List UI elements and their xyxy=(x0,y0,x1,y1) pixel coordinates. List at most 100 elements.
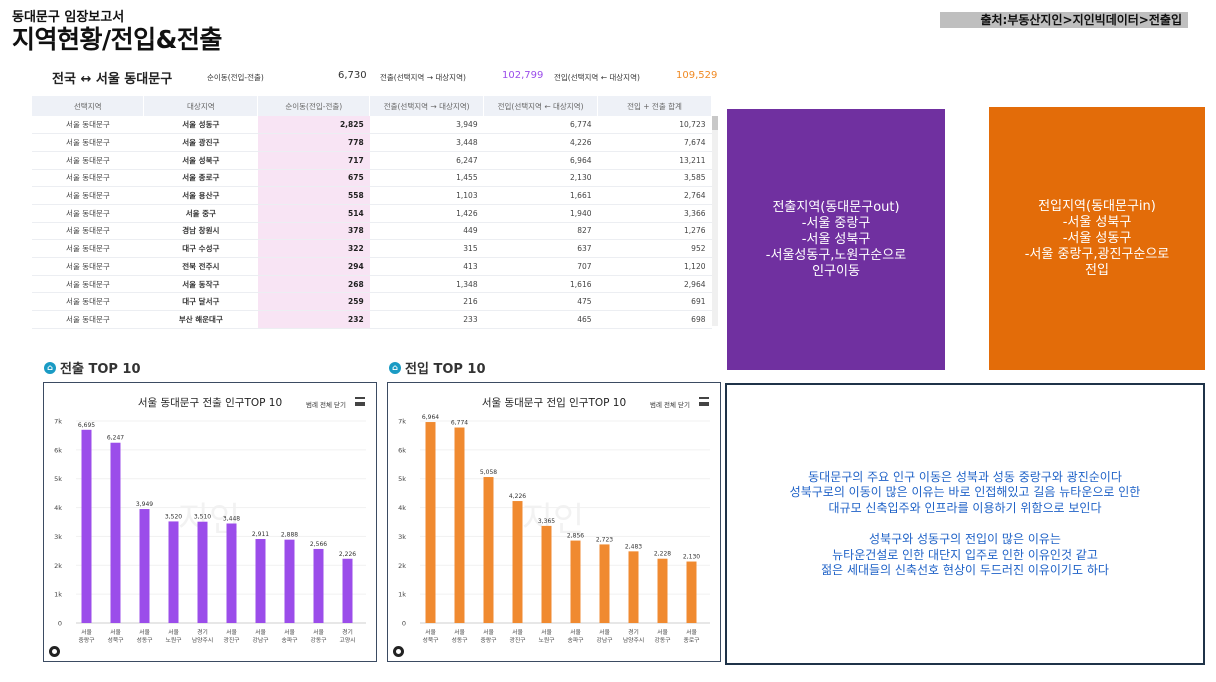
bar[interactable] xyxy=(686,561,697,623)
bar-value-label: 2,130 xyxy=(683,554,700,561)
table-row[interactable]: 서울 동대문구 전북 전주시 294 413 707 1,120 xyxy=(32,257,712,276)
cell-net: 268 xyxy=(257,275,370,294)
analysis-line: 동대문구의 주요 인구 이동은 성북과 성동 중랑구와 광진순이다 xyxy=(808,469,1122,484)
cell-target: 서울 성동구 xyxy=(143,116,258,135)
bar-value-label: 2,856 xyxy=(567,533,584,540)
bar[interactable] xyxy=(512,501,523,623)
table-scrollbar[interactable] xyxy=(712,116,718,326)
x-tick-label: 중랑구 xyxy=(481,637,498,644)
bar-value-label: 3,520 xyxy=(165,513,182,520)
table-row[interactable]: 서울 동대문구 서울 성북구 717 6,247 6,964 13,211 xyxy=(32,151,712,170)
bar[interactable] xyxy=(541,525,552,623)
bar[interactable] xyxy=(425,422,436,623)
y-tick-label: 2k xyxy=(54,562,62,570)
table-row[interactable]: 서울 동대문구 서울 동작구 268 1,348 1,616 2,964 xyxy=(32,275,712,294)
cell-origin: 서울 동대문구 xyxy=(32,310,144,329)
cell-target: 서울 종로구 xyxy=(143,169,258,188)
menu-icon[interactable] xyxy=(699,397,709,406)
col-target[interactable]: 대상지역 xyxy=(143,96,259,116)
bar[interactable] xyxy=(110,442,121,623)
bar[interactable] xyxy=(255,538,266,623)
cell-target: 서울 동작구 xyxy=(143,275,258,294)
outflow-line: -서울성동구,노원구순으로 xyxy=(765,247,907,263)
table-row[interactable]: 서울 동대문구 서울 성동구 2,825 3,949 6,774 10,723 xyxy=(32,116,712,135)
table-row[interactable]: 서울 동대문구 서울 광진구 778 3,448 4,226 7,674 xyxy=(32,133,712,152)
bar[interactable] xyxy=(284,539,295,623)
x-tick-label: 성북구 xyxy=(423,636,440,644)
bar[interactable] xyxy=(628,551,639,623)
cell-total: 3,366 xyxy=(597,204,712,223)
bar[interactable] xyxy=(570,540,581,623)
x-tick-label: 노원구 xyxy=(166,636,183,644)
cell-out: 1,426 xyxy=(369,204,484,223)
y-tick-label: 4k xyxy=(398,504,406,512)
table-row[interactable]: 서울 동대문구 서울 종로구 675 1,455 2,130 3,585 xyxy=(32,169,712,188)
bar[interactable] xyxy=(197,521,208,623)
cell-in: 465 xyxy=(483,310,598,329)
bar[interactable] xyxy=(657,558,668,623)
migration-table[interactable]: 선택지역 대상지역 순이동(전입-전출) 전출(선택지역 → 대상지역) 전입(… xyxy=(32,96,718,334)
cell-target: 서울 용산구 xyxy=(143,186,258,205)
x-tick-label: 서울 xyxy=(599,628,610,636)
inflow-line: -서울 중랑구,광진구순으로 xyxy=(1024,246,1170,262)
inflow-line: -서울 성북구 xyxy=(1062,214,1132,230)
analysis-line: 성북구로의 이동이 많은 이유는 바로 인접해있고 길음 뉴타운으로 인한 xyxy=(789,485,1141,499)
bar[interactable] xyxy=(81,429,92,623)
x-tick-label: 송파구 xyxy=(282,636,299,644)
col-out[interactable]: 전출(선택지역 → 대상지역) xyxy=(369,96,485,116)
cell-net: 294 xyxy=(257,257,370,276)
cell-net: 322 xyxy=(257,239,370,258)
cell-target: 부산 해운대구 xyxy=(143,310,258,329)
cell-out: 1,103 xyxy=(369,186,484,205)
cell-out: 449 xyxy=(369,222,484,241)
table-header-row: 선택지역 대상지역 순이동(전입-전출) 전출(선택지역 → 대상지역) 전입(… xyxy=(32,96,712,116)
scrollbar-thumb[interactable] xyxy=(712,116,718,130)
cell-target: 대구 달서구 xyxy=(143,292,258,312)
bar-value-label: 3,510 xyxy=(194,514,211,521)
bar[interactable] xyxy=(454,427,465,623)
col-total[interactable]: 전입 + 전출 합계 xyxy=(597,96,712,116)
bar[interactable] xyxy=(599,544,610,623)
menu-icon[interactable] xyxy=(355,397,365,406)
bar[interactable] xyxy=(168,521,179,623)
table-row[interactable]: 서울 동대문구 서울 용산구 558 1,103 1,661 2,764 xyxy=(32,186,712,205)
bar[interactable] xyxy=(139,509,150,623)
bar[interactable] xyxy=(226,523,237,623)
table-row[interactable]: 서울 동대문구 서울 중구 514 1,426 1,940 3,366 xyxy=(32,204,712,223)
bar[interactable] xyxy=(342,558,353,623)
inflow-line: -서울 성동구 xyxy=(1062,230,1132,246)
cell-origin: 서울 동대문구 xyxy=(32,275,144,294)
x-tick-label: 서울 xyxy=(454,628,465,636)
cell-origin: 서울 동대문구 xyxy=(32,169,144,188)
y-tick-label: 0 xyxy=(402,620,406,628)
col-origin[interactable]: 선택지역 xyxy=(32,96,145,116)
col-in[interactable]: 전입(선택지역 ← 대상지역) xyxy=(483,96,599,116)
cell-origin: 서울 동대문구 xyxy=(32,133,144,152)
legend-toggle-button[interactable]: 범례 전체 닫기 xyxy=(306,401,347,409)
bar-value-label: 6,695 xyxy=(78,422,95,429)
x-tick-label: 서울 xyxy=(139,628,150,636)
table-row[interactable]: 서울 동대문구 경남 창원시 378 449 827 1,276 xyxy=(32,222,712,241)
x-tick-label: 강남구 xyxy=(597,636,614,644)
inflow-chart: 서울 동대문구 전입 인구TOP 10 범례 전체 닫기 지인 0 1k 2k 3k 4k… xyxy=(387,382,721,662)
legend-toggle-button[interactable]: 범례 전체 닫기 xyxy=(650,401,691,409)
x-tick-label: 고양시 xyxy=(340,636,356,644)
table-row[interactable]: 서울 동대문구 대구 달서구 259 216 475 691 xyxy=(32,292,712,312)
table-row[interactable]: 서울 동대문구 부산 해운대구 232 233 465 698 xyxy=(32,310,712,329)
bar[interactable] xyxy=(483,477,494,623)
bar[interactable] xyxy=(313,548,324,623)
bar-value-label: 2,888 xyxy=(281,532,298,539)
y-tick-label: 5k xyxy=(398,475,406,483)
cell-in: 1,616 xyxy=(483,275,598,294)
col-net[interactable]: 순이동(전입-전출) xyxy=(257,96,371,116)
cell-target: 서울 광진구 xyxy=(143,133,258,152)
bar-value-label: 3,365 xyxy=(538,518,555,525)
x-tick-label: 종로구 xyxy=(684,637,701,644)
table-row[interactable]: 서울 동대문구 대구 수성구 322 315 637 952 xyxy=(32,239,712,258)
in-value: 109,529 xyxy=(676,70,718,81)
x-tick-label: 서울 xyxy=(226,628,237,636)
x-tick-label: 광진구 xyxy=(224,636,241,644)
x-tick-label: 경기 xyxy=(628,628,639,636)
cell-origin: 서울 동대문구 xyxy=(32,204,144,223)
cell-in: 4,226 xyxy=(483,133,598,152)
